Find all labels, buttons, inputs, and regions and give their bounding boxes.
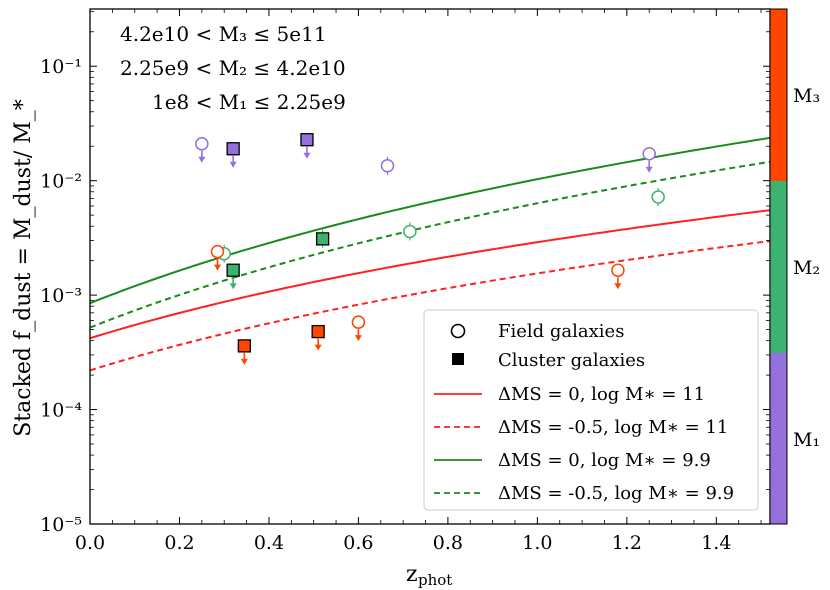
- x-tick-label: 0.6: [343, 532, 373, 554]
- cluster-point-1-limit-arrow: [303, 152, 311, 159]
- legend-frame: [423, 309, 759, 511]
- x-tick-label: 0.0: [75, 532, 105, 554]
- model-curve-2: [90, 136, 770, 305]
- field-point-6-limit-arrow: [214, 264, 221, 271]
- cluster-point-1: [300, 133, 314, 147]
- colorbar-m2-segment: [770, 181, 787, 353]
- y-tick-label: 10⁻³: [40, 285, 82, 307]
- y-tick-label: 10⁻²: [40, 171, 82, 193]
- colorbar-frame: [769, 8, 788, 525]
- annotation-m3: 4.2e10 < M₃ ≤ 5e11: [120, 22, 327, 46]
- legend-cluster-label: Cluster galaxies: [498, 350, 645, 371]
- field-point-2-limit-arrow: [645, 166, 653, 173]
- annotation-m1: 1e8 < M₁ ≤ 2.25e9: [152, 90, 346, 114]
- legend-field-marker: [450, 323, 466, 339]
- colorbar-m1-segment: [770, 353, 787, 524]
- legend-label-3: ΔMS = -0.5, log M∗ = 9.9: [498, 483, 734, 504]
- colorbar-label-m2: M₂: [793, 257, 820, 279]
- x-tick-label: 1.4: [701, 532, 731, 554]
- legend-label-0: ΔMS = 0, log M∗ = 11: [498, 384, 705, 405]
- y-tick-label: 10⁻¹: [40, 56, 82, 78]
- field-point-2: [642, 146, 656, 161]
- x-axis-title: z phot: [406, 562, 452, 589]
- y-axis-title: Stacked f_dust = M_dust/ M_*: [11, 99, 36, 437]
- cluster-point-3: [315, 232, 330, 246]
- field-point-0-limit-arrow: [198, 156, 206, 163]
- cluster-point-5-limit-arrow: [314, 344, 322, 351]
- field-point-8-limit-arrow: [614, 283, 622, 290]
- model-curves: [90, 136, 770, 372]
- cluster-point-5: [311, 324, 325, 339]
- annotation-m2: 2.25e9 < M₂ ≤ 4.2e10: [120, 56, 346, 80]
- x-tick-label: 1.0: [522, 532, 552, 554]
- x-tick-label: 0.4: [254, 532, 284, 554]
- colorbar-label-m3: M₃: [793, 85, 820, 107]
- cluster-point-0-limit-arrow: [229, 161, 237, 168]
- field-point-4: [403, 224, 417, 239]
- legend-field-label: Field galaxies: [498, 321, 624, 342]
- colorbar-m3-segment: [770, 9, 787, 181]
- x-tick-label: 0.8: [433, 532, 463, 554]
- legend: Field galaxies Cluster galaxies ΔMS = 0,…: [423, 309, 759, 511]
- x-axis-title-main: z: [406, 562, 418, 587]
- y-tick-label: 10⁻⁵: [40, 514, 82, 536]
- cluster-point-0: [226, 142, 240, 156]
- field-point-7: [351, 315, 366, 329]
- model-curve-3: [90, 160, 770, 329]
- legend-cluster-marker: [452, 353, 464, 365]
- field-point-1: [380, 159, 395, 173]
- field-point-0: [195, 137, 209, 151]
- x-tick-label: 0.2: [164, 532, 194, 554]
- x-axis-title-sub: phot: [418, 571, 452, 589]
- field-point-7-limit-arrow: [354, 335, 362, 342]
- legend-label-2: ΔMS = 0, log M∗ = 9.9: [498, 450, 711, 471]
- legend-label-1: ΔMS = -0.5, log M∗ = 11: [498, 417, 728, 438]
- cluster-point-2-limit-arrow: [229, 283, 237, 290]
- colorbar-label-m1: M₁: [793, 429, 820, 451]
- cluster-point-2: [226, 263, 240, 277]
- model-curve-0: [90, 209, 770, 340]
- y-tick-label: 10⁻⁴: [40, 400, 82, 422]
- cluster-point-4: [237, 339, 251, 353]
- field-point-8: [611, 263, 625, 277]
- field-point-6: [210, 244, 225, 259]
- colorbar: M₃ M₂ M₁: [769, 8, 820, 525]
- x-tick-label: 1.2: [612, 532, 642, 554]
- field-point-5: [651, 190, 665, 204]
- cluster-point-4-limit-arrow: [240, 358, 248, 365]
- plot-area: 0.0 0.2 0.4 0.6 0.8 1.0 1.2 1.4 10⁻⁵ 10⁻⁴ 10⁻³ 10⁻²…: [40, 8, 771, 554]
